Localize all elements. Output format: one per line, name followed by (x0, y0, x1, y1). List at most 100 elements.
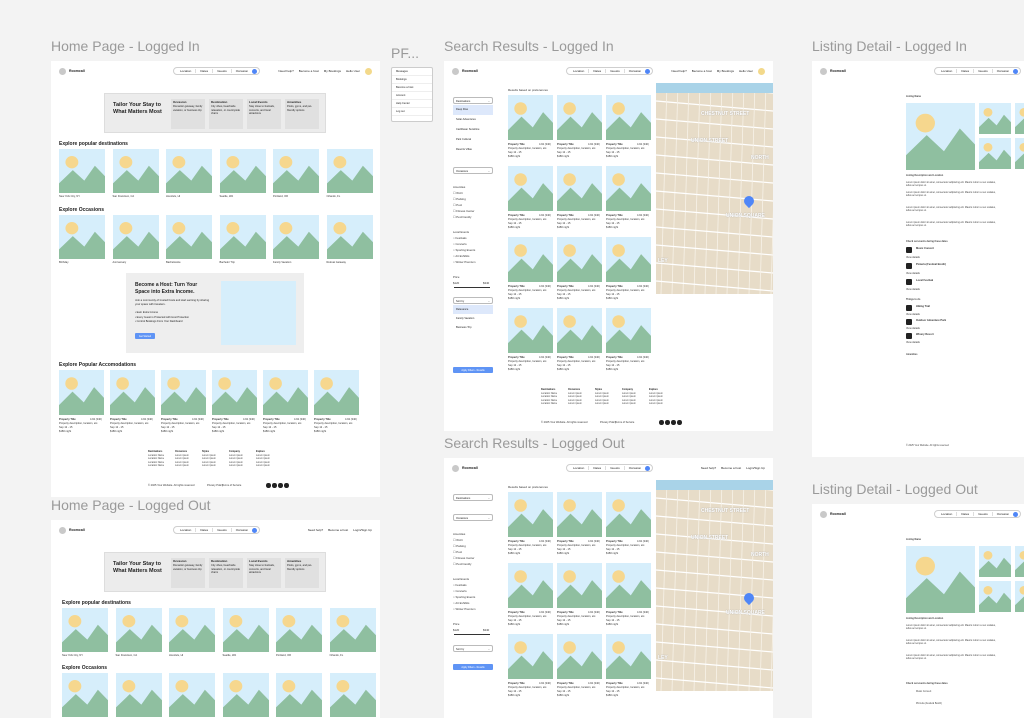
property-image[interactable] (606, 634, 651, 679)
search-occasion[interactable]: Occasion (628, 69, 642, 73)
property-image[interactable] (59, 370, 104, 415)
destination-card-image[interactable] (276, 608, 322, 652)
property-image[interactable] (508, 492, 553, 537)
amenity-checkbox[interactable]: ☐ Parking (453, 197, 466, 201)
sort-option[interactable]: Relevance (453, 305, 493, 314)
menu-item-become-host[interactable]: Become a host (392, 84, 432, 92)
social-icon[interactable] (665, 420, 670, 425)
search-dates[interactable]: Dates (589, 69, 607, 73)
footer-link[interactable]: Lorem ipsum (202, 464, 216, 468)
search-icon[interactable] (645, 465, 651, 471)
footer-link[interactable]: Lorem ipsum (568, 398, 582, 402)
nav-login-link[interactable]: Login/Sign Up (746, 466, 765, 470)
property-image[interactable] (606, 563, 651, 608)
property-image[interactable] (508, 563, 553, 608)
listing-main-image[interactable] (906, 546, 975, 613)
dest-option[interactable]: Solar Adventures (456, 118, 476, 121)
destination-card-image[interactable] (169, 608, 215, 652)
destination-card-image[interactable] (273, 149, 319, 193)
property-image[interactable] (557, 563, 602, 608)
nav-host-link[interactable]: Become a host (298, 69, 319, 73)
listing-thumb-image[interactable] (979, 138, 1011, 169)
search-location[interactable]: Location (176, 528, 197, 532)
footer-link[interactable]: Lorem ipsum (595, 398, 609, 402)
footer-link[interactable]: Location Name (148, 453, 165, 457)
footer-link[interactable]: Lorem ipsum (568, 402, 582, 406)
search-location[interactable]: Location (569, 69, 590, 73)
listing-thumb-image[interactable] (979, 546, 1011, 577)
hero-box-amenities[interactable]: Amenities Pools, gyms, and pet-friendly o… (285, 558, 319, 588)
search-bar[interactable]: Location Dates Guests Occasion (566, 464, 654, 472)
footer-link[interactable]: Lorem ipsum (256, 460, 270, 464)
search-icon[interactable] (1013, 68, 1019, 74)
search-icon[interactable] (1013, 511, 1019, 517)
nav-bookings-link[interactable]: My Bookings (323, 69, 341, 73)
property-image[interactable] (212, 370, 257, 415)
search-dates[interactable]: Dates (957, 69, 975, 73)
footer-link[interactable]: Lorem ipsum (175, 457, 189, 461)
menu-item-bookings[interactable]: Bookings (392, 76, 432, 84)
search-icon[interactable] (252, 527, 258, 533)
listing-thumb-image[interactable] (1015, 581, 1024, 612)
property-image[interactable] (606, 492, 651, 537)
search-guests[interactable]: Guests (974, 512, 993, 516)
destination-card-image[interactable] (115, 608, 162, 652)
amenity-checkbox[interactable]: ☐ Wi-Fi (453, 191, 463, 195)
footer-link[interactable]: Lorem ipsum (649, 402, 663, 406)
price-slider[interactable] (454, 634, 490, 635)
footer-link[interactable]: Lorem ipsum (175, 464, 189, 468)
footer-link[interactable]: Lorem ipsum (649, 391, 663, 395)
occasion-card-image[interactable] (166, 215, 212, 259)
footer-link[interactable]: Location Name (541, 402, 558, 406)
occasion-card-image[interactable] (329, 673, 376, 717)
footer-link[interactable]: Lorem ipsum (202, 460, 216, 464)
occasion-dropdown[interactable]: Occasions ⌄ (453, 167, 493, 174)
search-location[interactable]: Location (176, 69, 197, 73)
nav-login-link[interactable]: Login/Sign Up (353, 528, 372, 532)
footer-link[interactable]: Location Name (148, 464, 165, 468)
search-occasion[interactable]: Occasion (996, 69, 1010, 73)
social-icon[interactable] (677, 420, 682, 425)
destination-card-image[interactable] (222, 608, 269, 652)
sort-dropdown[interactable]: Sort by ⌄ (453, 297, 493, 304)
property-image[interactable] (557, 492, 602, 537)
footer-link[interactable]: Location Name (541, 398, 558, 402)
event-radio[interactable]: ○ Festivals (453, 236, 467, 240)
listing-main-image[interactable] (906, 103, 975, 170)
menu-item-account[interactable]: Account (392, 92, 432, 100)
nav-host-link[interactable]: Become a host (721, 466, 742, 470)
nav-help-link[interactable]: Need help? (307, 528, 324, 532)
footer-link[interactable]: Lorem ipsum (175, 453, 189, 457)
occasion-dropdown[interactable]: Occasions ⌄ (453, 514, 493, 521)
search-bar[interactable]: Location Dates Guests Occasion (934, 510, 1022, 518)
property-image[interactable] (557, 166, 602, 211)
search-bar[interactable]: Location Dates Guests Occasion (173, 526, 261, 534)
nav-user-link[interactable]: Hello User (738, 69, 753, 73)
hero-box-events[interactable]: Local Events Stay close to festivals, con… (247, 99, 281, 129)
nav-help-link[interactable]: Need help? (278, 69, 294, 73)
property-image[interactable] (557, 308, 602, 353)
footer-link[interactable]: Location Name (148, 460, 165, 464)
menu-item-help[interactable]: Help Center (392, 100, 432, 108)
search-occasion[interactable]: Occasion (235, 69, 249, 73)
footer-link[interactable]: Location Name (541, 391, 558, 395)
search-location[interactable]: Location (937, 512, 958, 516)
search-bar[interactable]: Location Dates Guests Occasion (173, 67, 261, 75)
sort-dropdown[interactable]: Sort by ⌄ (453, 645, 493, 652)
avatar[interactable] (365, 67, 372, 75)
occasion-card-image[interactable] (59, 215, 105, 259)
footer-link[interactable]: Lorem ipsum (229, 460, 243, 464)
occasion-card-image[interactable] (276, 673, 322, 717)
destination-card-image[interactable] (329, 608, 376, 652)
occasion-card-image[interactable] (115, 673, 162, 717)
menu-item-logout[interactable]: Log out (392, 108, 432, 116)
destination-card-image[interactable] (59, 149, 105, 193)
hero-box-destination[interactable]: Destination City vibes, beachside relaxat… (209, 99, 243, 129)
amenity-checkbox[interactable]: ☐ Pool (453, 203, 462, 207)
search-location[interactable]: Location (937, 69, 958, 73)
search-guests[interactable]: Guests (213, 69, 232, 73)
nav-bookings-link[interactable]: My Bookings (716, 69, 734, 73)
search-occasion[interactable]: Occasion (628, 466, 642, 470)
footer-link[interactable]: Lorem ipsum (229, 457, 243, 461)
footer-link[interactable]: Lorem ipsum (595, 391, 609, 395)
